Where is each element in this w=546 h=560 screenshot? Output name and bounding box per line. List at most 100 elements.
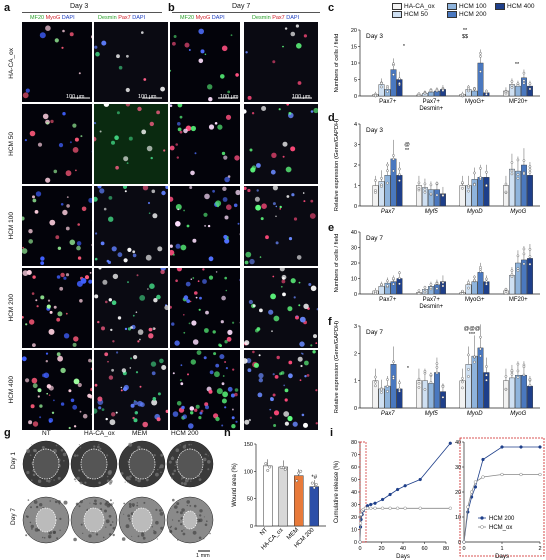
cell-dot: [273, 315, 280, 322]
cell-dot: [56, 275, 61, 279]
cell-dot: [227, 386, 233, 392]
cell-dot: [68, 426, 71, 430]
data-point: [485, 277, 488, 281]
cell-dot: [65, 170, 72, 177]
category-label: Pax7+: [423, 99, 441, 105]
data-point: [510, 169, 514, 173]
micrograph-image: [244, 186, 318, 266]
cell-dot: [114, 135, 119, 140]
cell-dot: [192, 238, 197, 243]
cell-dot: [40, 295, 45, 300]
cell-dot: [175, 279, 178, 282]
stain-header-b1: MF20 MyoG DAPI: [180, 15, 225, 21]
y-tick-label: 10: [351, 528, 357, 534]
data-point: [374, 380, 377, 384]
texture-speck: [189, 505, 192, 507]
texture-speck: [145, 478, 149, 482]
cell-dot: [141, 31, 144, 34]
texture-speck: [84, 481, 87, 484]
legend-swatch-3: [447, 3, 457, 10]
category-label: Myf5: [425, 209, 439, 215]
cell-dot: [142, 421, 148, 428]
chart-e: 0 10 20 30 40 Numbers of cells / field Day 7 Pa…: [330, 224, 544, 316]
cell-dot: [94, 196, 98, 202]
texture-speck: [62, 452, 67, 457]
cell-dot: [304, 375, 307, 378]
data-point: [516, 254, 520, 258]
data-point: [398, 282, 401, 286]
cell-dot: [101, 408, 105, 411]
cell-dot: [199, 296, 202, 300]
significance-mark: **: [463, 28, 468, 34]
cell-dot: [94, 122, 97, 125]
texture-speck: [188, 443, 191, 446]
cell-dot: [29, 319, 35, 325]
significance-mark: **: [405, 148, 410, 154]
texture-speck: [203, 538, 205, 540]
cell-dot: [63, 276, 67, 280]
data-point: [510, 172, 514, 176]
cell-dot: [141, 129, 147, 135]
texture-speck: [102, 536, 105, 539]
wound-row-day7: Day 7: [10, 508, 17, 525]
data-point: [386, 385, 389, 388]
category-label: Pax7+: [379, 99, 397, 105]
cell-dot: [190, 170, 195, 176]
cell-dot: [306, 374, 310, 377]
zoom-y-tick-label: 0: [458, 540, 461, 546]
cell-dot: [231, 424, 236, 429]
stain-myog-label: MyoG: [45, 15, 61, 21]
texture-speck: [26, 470, 30, 475]
micrograph-background: [170, 22, 240, 102]
micro-day3-rule: [22, 12, 162, 13]
bar: [471, 281, 478, 295]
zoom-series-point: [519, 472, 523, 477]
texture-speck: [182, 532, 186, 536]
texture-speck: [160, 526, 163, 530]
texture-speck: [109, 523, 112, 527]
texture-speck: [153, 454, 156, 457]
texture-speck: [198, 478, 202, 481]
cell-dot: [137, 340, 140, 343]
cell-dot: [244, 358, 248, 364]
bar: [278, 466, 288, 527]
data-point: [516, 84, 520, 87]
cell-dot: [194, 291, 198, 295]
bar: [396, 278, 403, 295]
data-point: [417, 289, 421, 292]
cell-dot: [22, 356, 27, 362]
data-point: [435, 282, 439, 285]
cell-dot: [151, 371, 156, 376]
cell-dot: [107, 260, 111, 264]
data-point: [473, 183, 476, 187]
cell-dot: [108, 216, 114, 222]
cell-dot: [37, 395, 40, 398]
wound-dish: [70, 440, 118, 488]
category-label: Desmin+: [419, 304, 443, 310]
cell-dot: [256, 189, 259, 192]
data-point: [504, 182, 508, 186]
micrograph-tile: [244, 22, 318, 102]
cell-dot: [298, 281, 301, 284]
y-tick-label: 1: [354, 379, 357, 385]
cell-dot: [303, 422, 308, 428]
series-point: [373, 506, 377, 510]
cell-dot: [151, 399, 158, 406]
texture-speck: [176, 511, 179, 514]
bar: [527, 385, 533, 409]
cell-dot: [164, 305, 168, 311]
cell-dot: [46, 384, 52, 389]
cell-dot: [216, 388, 223, 395]
cell-dot: [221, 151, 226, 156]
texture-speck: [169, 530, 173, 534]
chart-title: Day 3: [366, 127, 383, 134]
cell-dot: [135, 311, 138, 313]
cell-dot: [265, 235, 269, 240]
cell-dot: [146, 145, 153, 152]
data-point: [467, 368, 470, 371]
cell-dot: [272, 60, 276, 64]
texture-speck: [78, 444, 80, 446]
series-point: [373, 501, 377, 505]
cell-dot: [251, 165, 257, 170]
data-point: [516, 267, 520, 270]
